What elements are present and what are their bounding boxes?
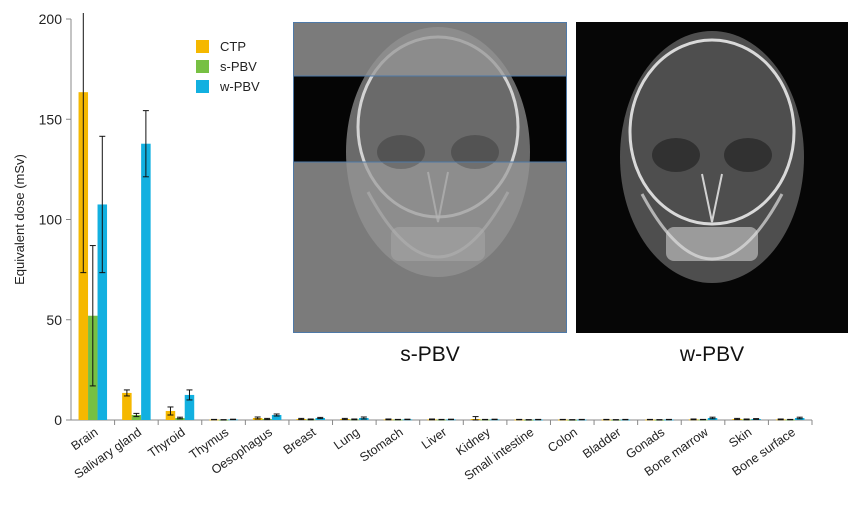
x-tick-label: Brain <box>69 425 101 453</box>
w-pbv-caption: w-PBV <box>679 343 745 366</box>
skull-xray-icon <box>620 31 804 283</box>
y-tick-label: 150 <box>39 111 63 127</box>
x-tick-label: Stomach <box>357 425 405 465</box>
x-tick-label: Skin <box>726 425 754 450</box>
bar-w-pbv <box>141 143 151 420</box>
x-tick-label: Breast <box>281 425 319 457</box>
legend-swatch <box>196 40 209 53</box>
skull-xray-icon <box>293 22 567 333</box>
legend-label: s-PBV <box>220 59 257 74</box>
legend-label: CTP <box>220 39 246 54</box>
bar-w-pbv <box>271 414 282 420</box>
x-tick-label: Liver <box>419 425 449 452</box>
x-tick-label: Bladder <box>580 425 623 461</box>
y-tick-label: 100 <box>39 212 63 228</box>
x-tick-label: Thyroid <box>146 425 188 460</box>
y-axis-label: Equivalent dose (mSv) <box>12 154 27 285</box>
bar-w-pbv <box>184 394 195 420</box>
bar-ctp <box>165 410 176 420</box>
x-tick-label: Colon <box>545 425 580 455</box>
y-tick-label: 0 <box>54 412 62 428</box>
x-tick-label: Lung <box>331 425 362 452</box>
y-tick-label: 50 <box>46 312 62 328</box>
legend-swatch <box>196 80 209 93</box>
y-tick-label: 200 <box>39 11 63 27</box>
bar-ctp <box>122 392 132 420</box>
legend-label: w-PBV <box>219 79 260 94</box>
legend-swatch <box>196 60 209 73</box>
w-pbv-xray-image <box>576 22 848 333</box>
bar-w-pbv <box>97 204 108 420</box>
s-pbv-xray-image <box>293 22 567 333</box>
bar-s-pbv <box>131 414 142 420</box>
s-pbv-caption: s-PBV <box>400 343 460 366</box>
